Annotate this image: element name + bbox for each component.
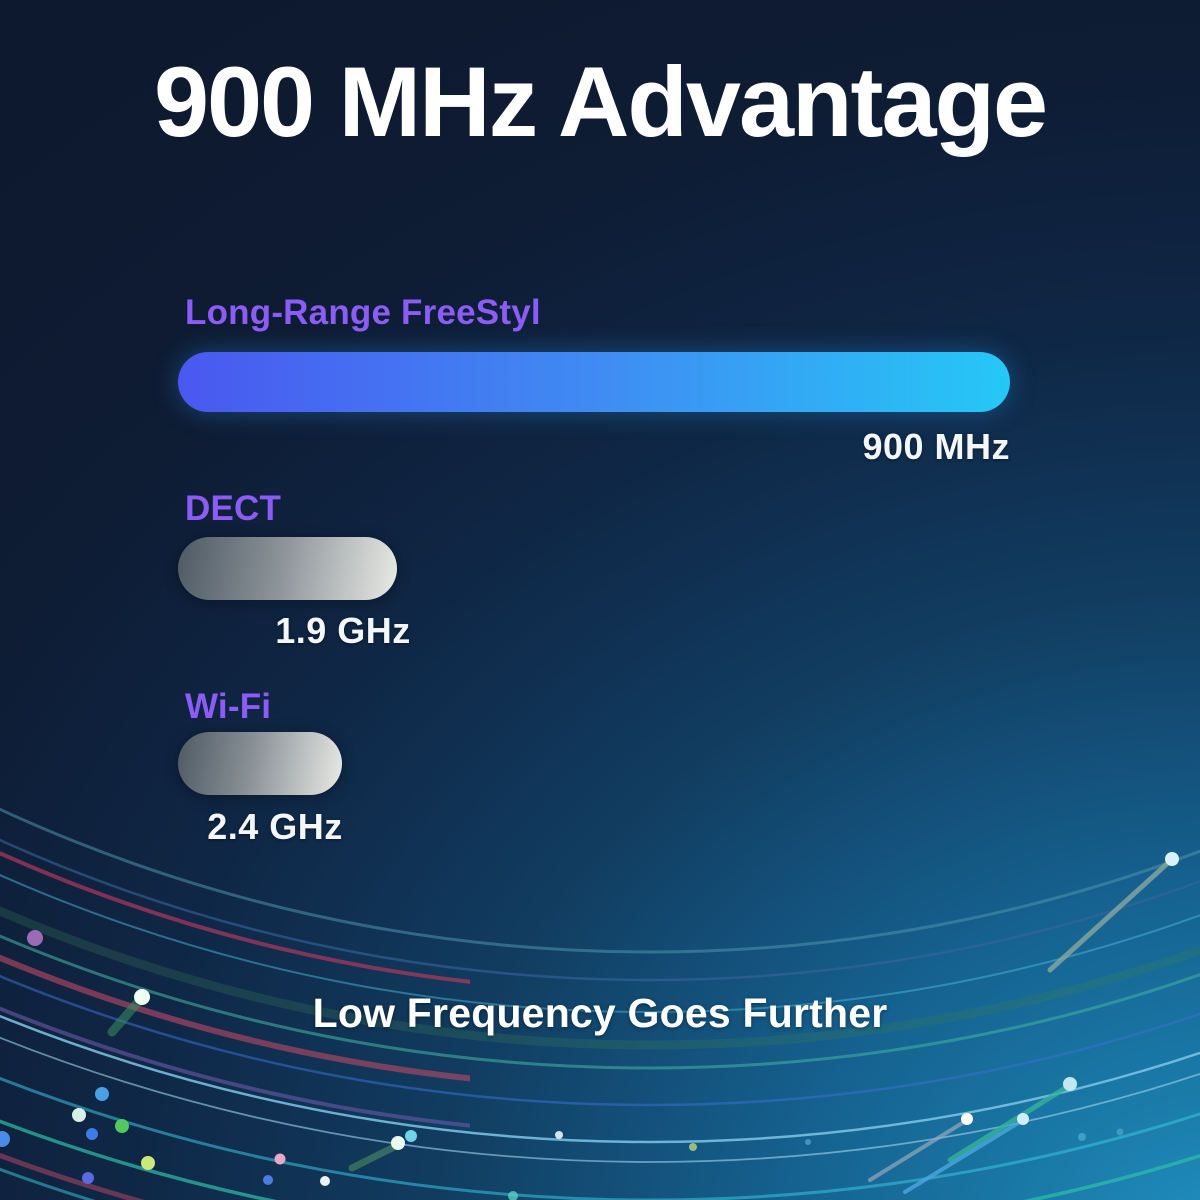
bar-value-dect: 1.9 GHz [275, 610, 411, 651]
page-title: 900 MHz Advantage [153, 46, 1048, 157]
bar-value-freestyl: 900 MHz [862, 426, 1010, 467]
bar-freestyl-900mhz [178, 352, 1010, 412]
particle-dots [0, 930, 1124, 1186]
bar-label-wifi: Wi-Fi [185, 687, 272, 726]
bar-value-wifi: 2.4 GHz [207, 806, 343, 847]
caption-text: Low Frequency Goes Further [312, 990, 888, 1036]
bar-label-freestyl: Long-Range FreeStyl [185, 293, 541, 332]
bar-label-dect: DECT [185, 489, 282, 528]
bar-wifi-2-4ghz [178, 732, 342, 795]
bar-dect-1-9ghz [178, 537, 397, 600]
